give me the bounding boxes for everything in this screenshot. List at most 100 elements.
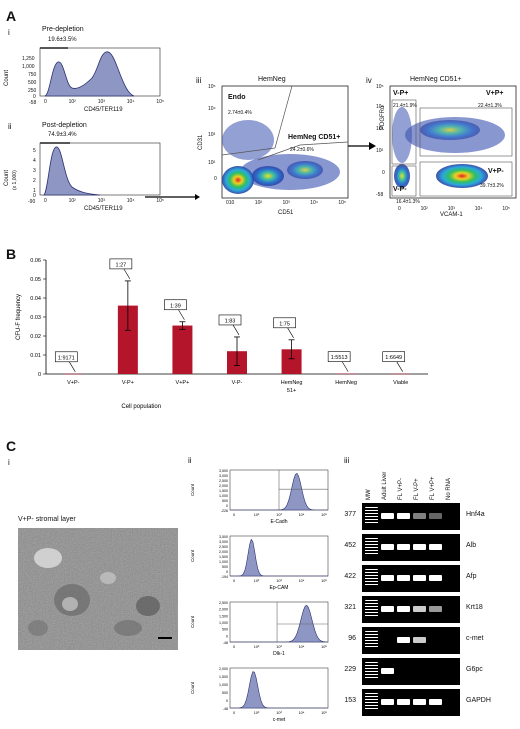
gel-band bbox=[365, 600, 378, 618]
pre-depletion-xticks: 0 10² 10³ 10⁴ 10⁵ bbox=[44, 99, 164, 105]
quadrant-vpm-label: V+P- bbox=[488, 168, 504, 175]
histogram-peak bbox=[230, 472, 328, 511]
histogram-ytick: 3,500 bbox=[219, 469, 228, 473]
gel-image bbox=[362, 534, 460, 561]
cd31-ytick: 10⁵ bbox=[208, 84, 216, 90]
panel-a-letter: A bbox=[6, 8, 17, 24]
histogram-ylabel: Count bbox=[190, 549, 195, 562]
post-depletion-histogram bbox=[39, 142, 200, 200]
pre-depletion-ytick-3: 500 bbox=[28, 80, 37, 86]
gene-label: Afp bbox=[466, 573, 477, 580]
gel-image bbox=[362, 565, 460, 592]
histogram-xtick: 0 bbox=[233, 645, 235, 649]
panel-a-i-label: i bbox=[8, 28, 10, 37]
ratio-callout-box bbox=[327, 351, 351, 362]
histogram-marker-label: c-met bbox=[273, 717, 286, 723]
histogram-xtick: 10² bbox=[254, 645, 260, 649]
pdgfra-ytick: 0 bbox=[382, 170, 385, 176]
xtick: 10³ bbox=[97, 99, 105, 105]
gel-band bbox=[397, 699, 410, 705]
xtick: 10⁵ bbox=[156, 99, 164, 105]
category-label-line2: 51+ bbox=[287, 388, 296, 394]
category-label: HemNeg bbox=[281, 380, 303, 386]
ratio-label: 1:27 bbox=[115, 262, 126, 268]
histogram-ytick: 500 bbox=[222, 691, 228, 695]
marker-histograms: 3,5003,0002,5002,0001,5001,0005000-226Co… bbox=[190, 469, 329, 723]
xtick: 10⁴ bbox=[474, 206, 483, 212]
xtick: 10⁴ bbox=[126, 99, 135, 105]
gene-label: G6pc bbox=[466, 666, 483, 673]
gel-band bbox=[365, 631, 378, 649]
vcam-axis-label: VCAM-1 bbox=[440, 212, 463, 218]
quadrant-vmm-pct: 16.4±1.3% bbox=[396, 199, 420, 205]
xtick: 10⁴ bbox=[310, 200, 318, 206]
gel-image bbox=[362, 689, 460, 716]
histogram-xtick: 10³ bbox=[276, 513, 282, 517]
gel-image bbox=[362, 596, 460, 623]
histogram-ylabel: Count bbox=[190, 615, 195, 628]
post-depletion-ytick-0: 5 bbox=[33, 148, 36, 154]
bar bbox=[172, 325, 193, 374]
pdgfra-axis-label: PDGFRα bbox=[380, 105, 386, 130]
bar bbox=[117, 305, 138, 374]
xtick: 10³ bbox=[97, 198, 105, 204]
ratio-label: 1:5513 bbox=[331, 355, 348, 361]
pdgfra-ytick: 10² bbox=[376, 148, 384, 154]
post-depletion-ytick-3: 2 bbox=[33, 178, 36, 184]
ratio-label: 1:75 bbox=[279, 321, 290, 327]
post-depletion-gate-pct: 74.9±3.4% bbox=[48, 132, 77, 138]
amplicon-size: 422 bbox=[344, 573, 356, 580]
amplicon-size: 452 bbox=[344, 542, 356, 549]
histogram-xtick: 10⁴ bbox=[299, 513, 305, 517]
histogram-marker-label: Ep-CAM bbox=[270, 585, 289, 591]
cd31-ytick: 10⁴ bbox=[208, 106, 216, 112]
pre-depletion-gate-pct: 19.6±3.5% bbox=[48, 37, 77, 43]
histogram-xtick: 10³ bbox=[276, 711, 282, 715]
ratio-callout-pointer bbox=[287, 327, 294, 338]
histogram-ylabel: Count bbox=[190, 681, 195, 694]
lane-label-no-rna: No RNA bbox=[446, 477, 452, 500]
histogram-ytick: -48 bbox=[223, 707, 228, 711]
ratio-callout-box bbox=[109, 258, 133, 270]
ratio-label: 1:39 bbox=[170, 303, 181, 309]
histogram-ytick: 0 bbox=[226, 504, 228, 508]
cd31-ytick: 0 bbox=[214, 176, 217, 182]
xtick: 10³ bbox=[447, 206, 455, 212]
xtick: 0 bbox=[398, 206, 401, 212]
lane-label-fl-vp-minus: FL V+P- bbox=[398, 478, 404, 500]
pdgfra-ytick: 10³ bbox=[376, 126, 384, 132]
quadrant-vp-plus-pct: 21.4±1.9% bbox=[393, 103, 417, 109]
panel-b-letter: B bbox=[6, 246, 17, 262]
histogram-xtick: 0 bbox=[233, 513, 235, 517]
histogram-xtick: 0 bbox=[233, 579, 235, 583]
histogram-xtick: 10⁵ bbox=[321, 711, 327, 715]
gene-label: Alb bbox=[466, 542, 477, 549]
gel-band bbox=[413, 699, 426, 705]
histogram-ytick: 2,000 bbox=[219, 608, 228, 612]
histogram-ytick: 1,500 bbox=[219, 614, 228, 618]
panel-a-iii-label: iii bbox=[196, 76, 202, 85]
lane-label-fl-v-minus-p: FL V-P+ bbox=[414, 478, 420, 500]
histogram-xtick: 10⁵ bbox=[321, 513, 327, 517]
cd31-ytick: 10² bbox=[208, 160, 216, 166]
panel-c-letter: C bbox=[6, 438, 17, 454]
histogram-ytick: 500 bbox=[222, 499, 228, 503]
histogram-peak bbox=[230, 604, 329, 643]
histogram-marker-label: E-Cadh bbox=[271, 519, 288, 525]
gel-band bbox=[397, 637, 410, 643]
bar bbox=[336, 373, 357, 375]
xtick: 10² bbox=[68, 99, 76, 105]
histogram-ytick: 0 bbox=[226, 570, 228, 574]
gel-band bbox=[381, 513, 394, 519]
xtick: 10² bbox=[68, 198, 76, 204]
gel-band bbox=[397, 575, 410, 581]
histogram-xtick: 0 bbox=[233, 711, 235, 715]
gel-band bbox=[365, 693, 378, 711]
category-label: V+P- bbox=[67, 380, 80, 386]
ratio-callout-box bbox=[273, 317, 296, 329]
post-depletion-title: Post-depletion bbox=[42, 122, 87, 129]
bar bbox=[63, 373, 84, 375]
x-axis-title: Cell population bbox=[121, 404, 161, 410]
gene-label: Krt18 bbox=[466, 604, 483, 611]
histogram-ytick: 2,000 bbox=[219, 550, 228, 554]
